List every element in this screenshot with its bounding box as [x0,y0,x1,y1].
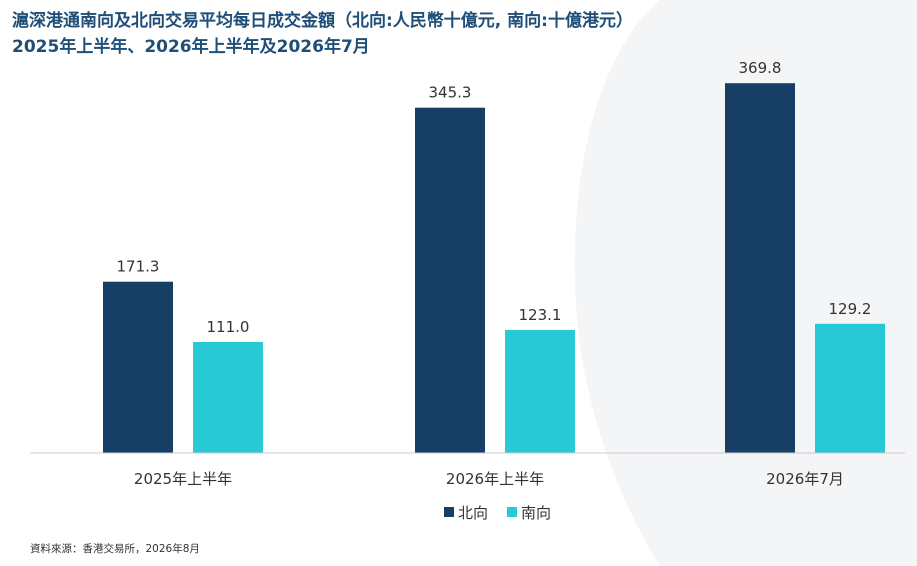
chart-title: 滬深港通南向及北向交易平均每日成交金額（北向:人民幣十億元, 南向:十億港元） … [12,8,902,60]
legend: 北向 南向 [444,504,551,522]
value-labels-group: 171.3 111.0 345.3 123.1 369.8 129.2 [117,59,872,336]
legend-swatch-southbound [507,507,517,517]
value-label: 111.0 [207,318,250,336]
value-label: 171.3 [117,258,160,276]
bar-southbound-1 [505,329,575,453]
x-tick-label: 2025年上半年 [134,470,232,488]
chart-title-line2: 2025年上半年、2026年上半年及2026年7月 [12,37,370,57]
x-tick-labels-group: 2025年上半年 2026年上半年 2026年7月 [134,470,844,488]
x-tick-label: 2026年上半年 [446,470,544,488]
source-note: 資料來源：香港交易所，2026年8月 [30,543,200,555]
legend-swatch-northbound [444,507,454,517]
value-label: 129.2 [829,300,872,318]
x-tick-label: 2026年7月 [766,470,844,488]
value-label: 123.1 [519,306,562,324]
bars-group [103,83,885,453]
bar-northbound-0 [103,281,173,453]
value-label: 369.8 [739,59,782,77]
bar-southbound-0 [193,342,263,453]
bar-southbound-2 [815,323,885,453]
value-label: 345.3 [429,84,472,102]
chart-title-line1: 滬深港通南向及北向交易平均每日成交金額（北向:人民幣十億元, 南向:十億港元） [12,11,633,31]
bar-northbound-2 [725,83,795,453]
bar-northbound-1 [415,107,485,453]
legend-label-southbound: 南向 [521,504,551,522]
legend-label-northbound: 北向 [458,504,488,522]
